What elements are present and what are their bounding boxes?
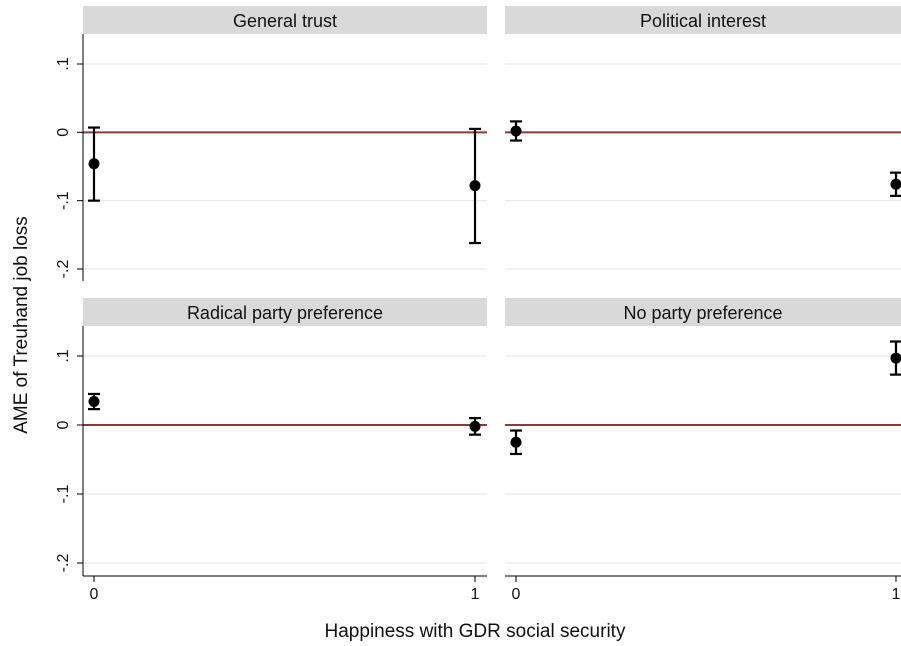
data-point — [510, 125, 522, 137]
panel-header — [505, 6, 901, 34]
data-point — [88, 158, 100, 170]
panel-header — [83, 6, 487, 34]
panel-4: No party preference — [505, 298, 901, 564]
x-tick-label: 0 — [512, 586, 521, 603]
y-tick-label: -.1 — [55, 485, 72, 504]
y-tick-label: .1 — [55, 349, 72, 362]
panel-2: Political interest — [505, 6, 901, 270]
data-point — [469, 420, 481, 432]
x-tick-label: 1 — [892, 586, 901, 603]
y-axis-row-1: .1 0 -.1 -.2 — [55, 34, 84, 281]
x-axis-title: Happiness with GDR social security — [325, 621, 626, 642]
panel-1: General trust — [83, 6, 487, 270]
panel-3: Radical party preference — [83, 298, 487, 564]
y-tick-label: .1 — [55, 57, 72, 70]
panel-title: General trust — [233, 11, 337, 31]
panel-header — [83, 298, 487, 326]
x-tick-label: 0 — [90, 586, 99, 603]
data-point — [890, 178, 901, 190]
data-point — [469, 180, 481, 192]
x-tick-label: 1 — [471, 586, 480, 603]
panels: General trust Political interest Radical p… — [83, 6, 901, 564]
y-tick-label: 0 — [55, 128, 72, 137]
y-tick-label: 0 — [55, 420, 72, 429]
y-axis-row-2: .1 0 -.1 -.2 — [55, 326, 84, 576]
axes: .10-.1-.2.10-.1-.20 1 0 1 — [55, 34, 901, 603]
panel-title: Political interest — [640, 11, 766, 31]
y-tick-label: -.1 — [55, 191, 72, 210]
data-point — [88, 396, 100, 408]
y-tick-label: -.2 — [55, 554, 72, 573]
y-axis-title: AME of Treuhand job loss — [11, 216, 32, 434]
data-point — [890, 352, 901, 364]
data-point — [510, 436, 522, 448]
panel-header — [505, 298, 901, 326]
y-tick-label: -.2 — [55, 260, 72, 279]
panel-title: No party preference — [623, 303, 782, 323]
panel-title: Radical party preference — [187, 303, 383, 323]
